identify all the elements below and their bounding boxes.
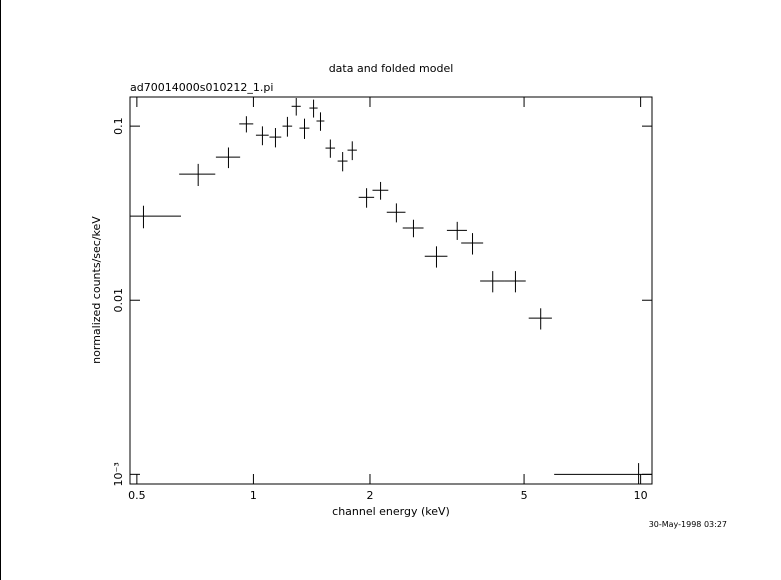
x-tick-label: 2 (366, 489, 373, 502)
y-axis-label: normalized counts/sec/keV (90, 216, 103, 364)
timestamp: 30-May-1998 03:27 (649, 520, 727, 529)
chart-subtitle: ad70014000s010212_1.pi (130, 81, 273, 94)
y-tick-label: 0.01 (112, 288, 125, 313)
x-tick-label: 10 (634, 489, 648, 502)
y-tick-label: 10⁻³ (112, 462, 125, 486)
x-tick-label: 1 (250, 489, 257, 502)
plot-frame (129, 96, 653, 485)
y-tick-label: 0.1 (112, 117, 125, 134)
chart-title: data and folded model (329, 62, 454, 75)
plot-marks (130, 98, 652, 484)
x-tick-label: 5 (521, 489, 528, 502)
x-axis-label: channel energy (keV) (332, 505, 450, 518)
x-tick-label: 0.5 (128, 489, 146, 502)
